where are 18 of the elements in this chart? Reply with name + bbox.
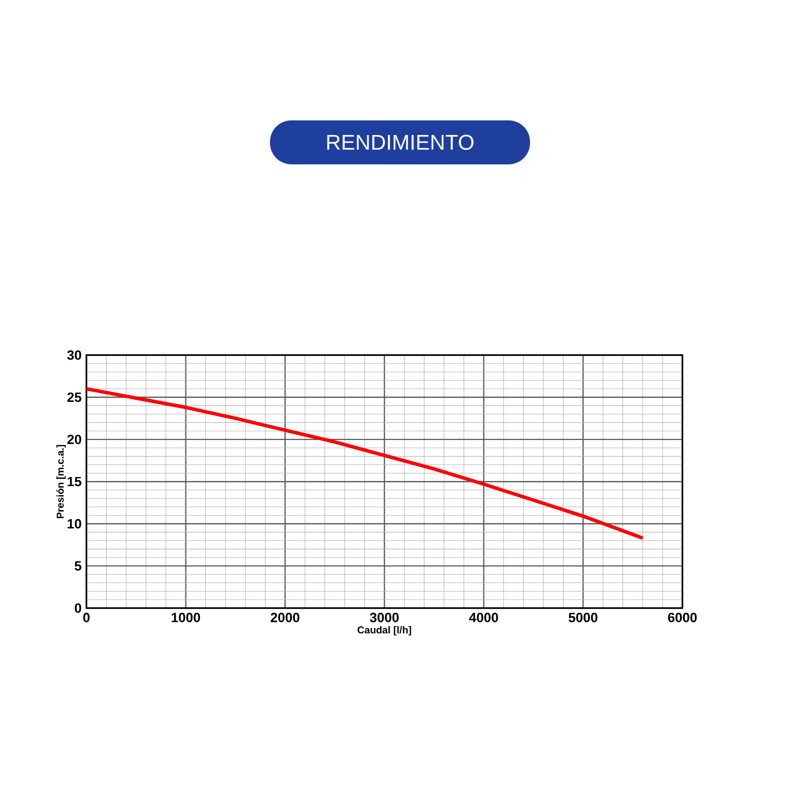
x-tick-label: 1000 — [172, 612, 200, 622]
y-tick-label: 10 — [68, 519, 82, 528]
x-tick-label: 5000 — [568, 612, 598, 622]
y-tick-label: 0 — [74, 603, 82, 613]
chart-title: RENDIMIENTO — [327, 134, 474, 150]
y-tick-label: 25 — [67, 392, 82, 402]
x-tick-label: 0 — [83, 612, 90, 622]
y-tick-label: 15 — [68, 476, 82, 486]
x-tick-label: 6000 — [668, 612, 697, 622]
line-series — [86, 387, 644, 540]
y-tick-label: 5 — [74, 561, 82, 571]
x-axis-title: Caudal [l/h] — [358, 626, 412, 636]
x-tick-label: 4000 — [469, 612, 498, 622]
x-tick-label: 2000 — [270, 612, 300, 622]
y-axis-title: Presión [m.c.a.] — [56, 444, 66, 518]
y-tick-label: 30 — [67, 350, 82, 360]
y-tick-label: 20 — [67, 434, 82, 444]
x-tick-label: 3000 — [370, 612, 399, 622]
